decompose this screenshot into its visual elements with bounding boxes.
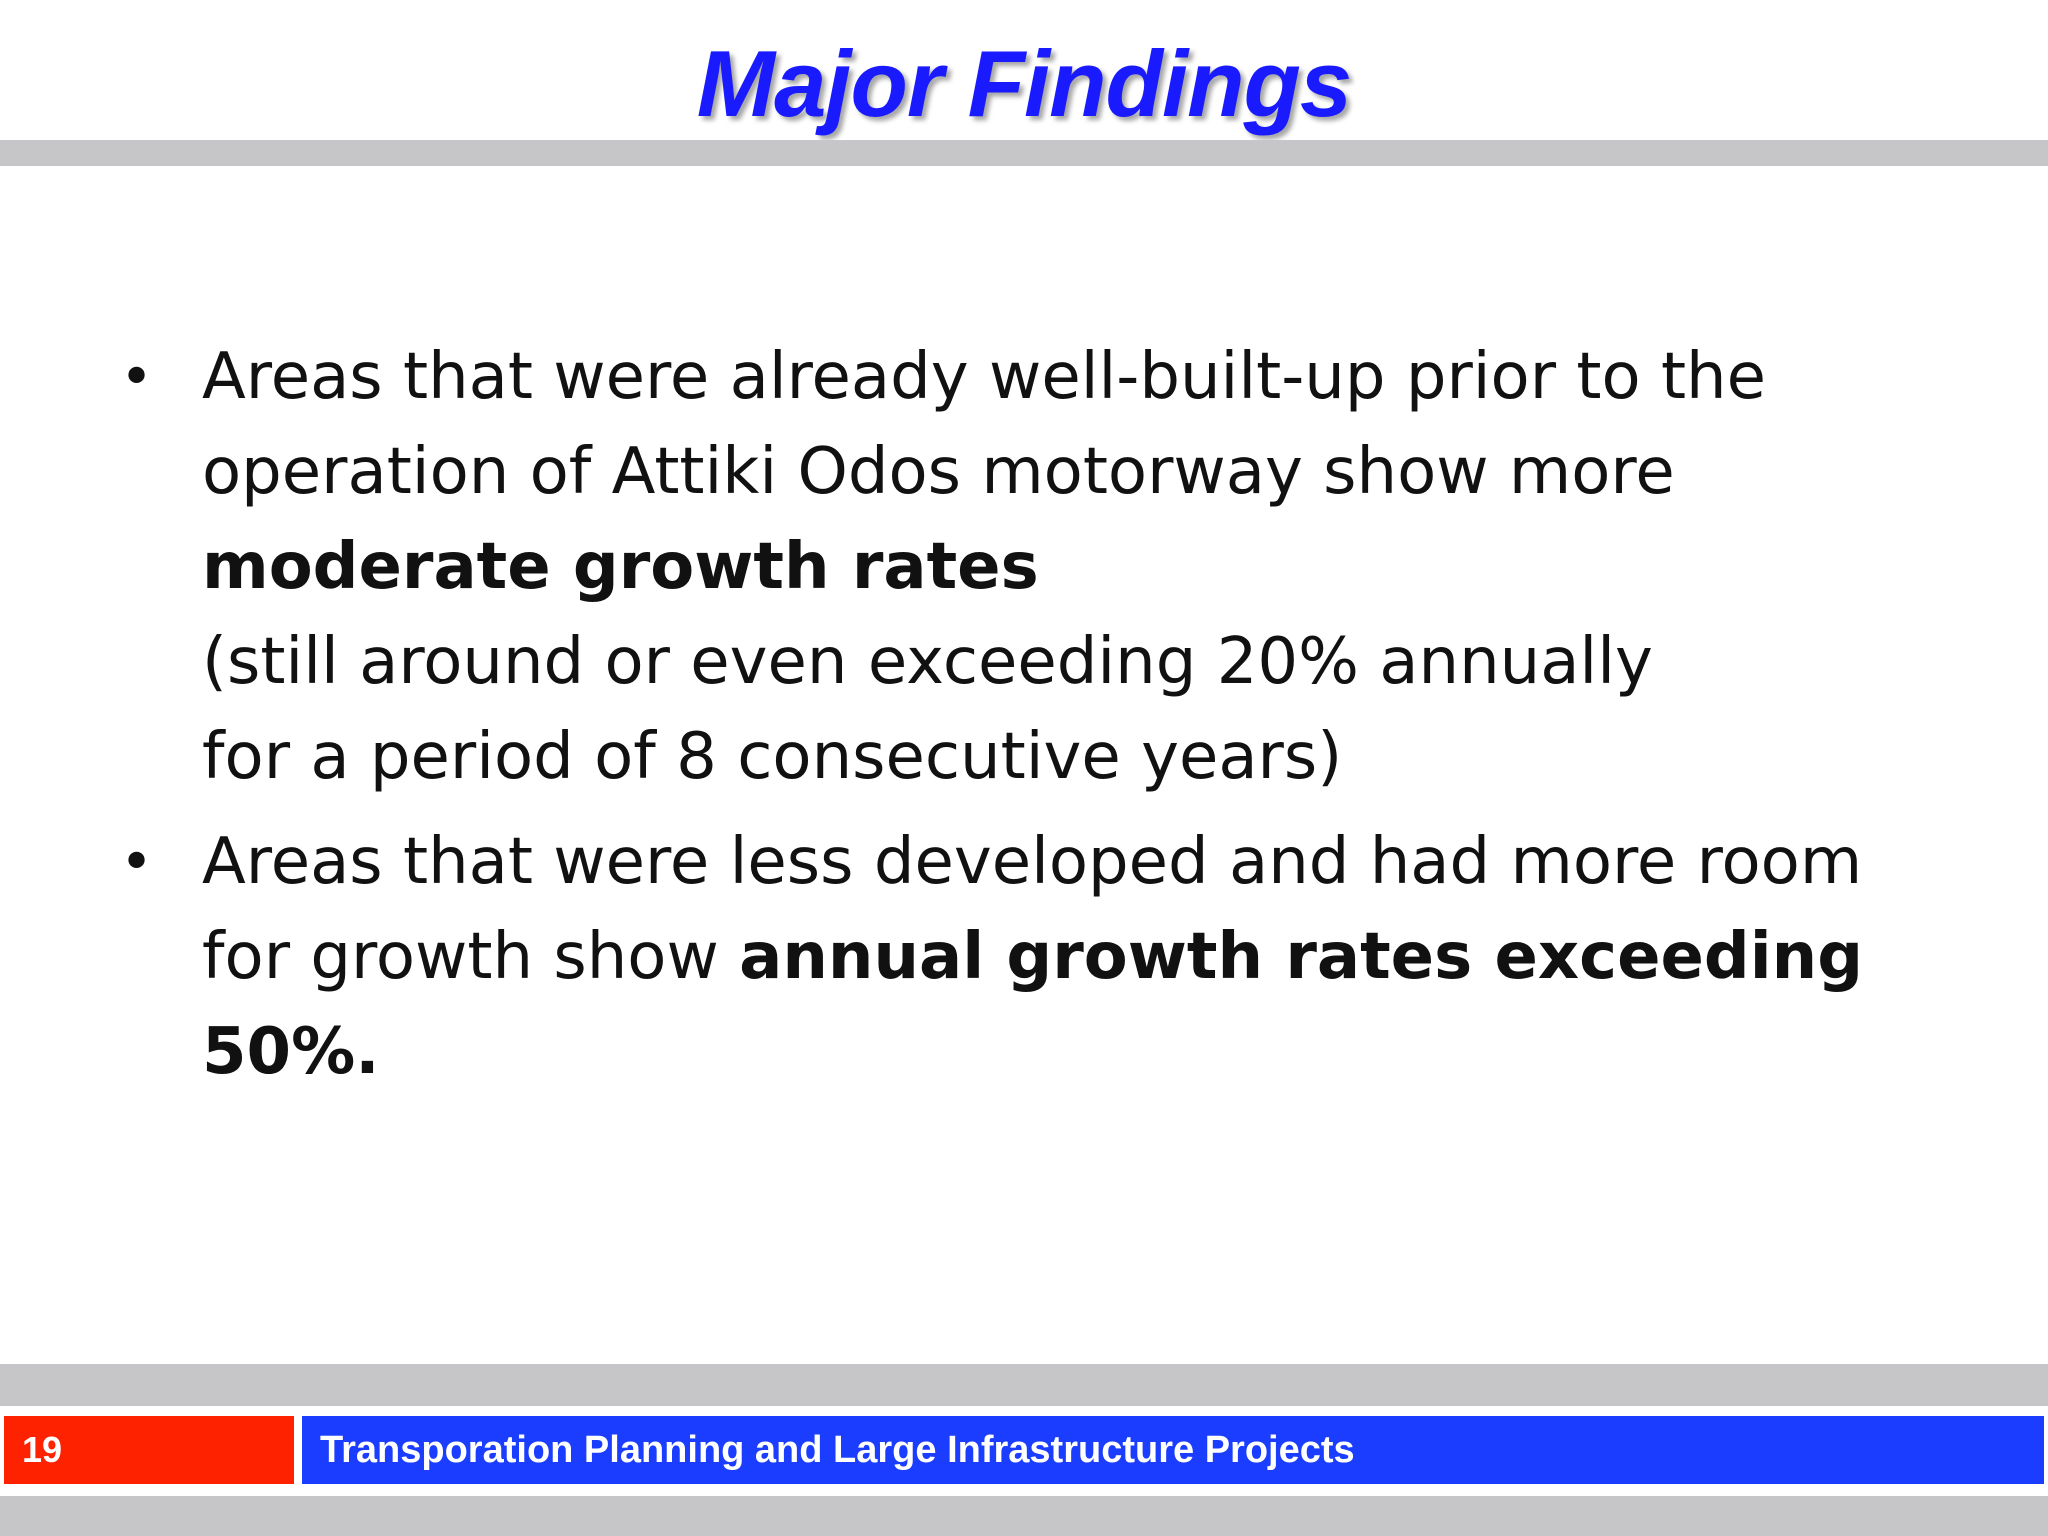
slide-title: Major Findings (696, 31, 1352, 136)
bullet-2-line-2: for growth show annual growth rates exce… (202, 910, 1960, 1005)
bullet-2-line-1: Areas that were less developed and had m… (202, 825, 1863, 899)
bullet-1-line-2: operation of Attiki Odos motorway show m… (202, 435, 1675, 509)
bullet-2-emphasis: annual growth rates exceeding (739, 920, 1863, 994)
bullet-item-2: • Areas that were less developed and had… (120, 815, 1960, 1100)
bullet-2-line-2-plain: for growth show (202, 920, 740, 994)
slide-body: • Areas that were already well-built-up … (120, 330, 1960, 1100)
footer-course-title: Transporation Planning and Large Infrast… (302, 1416, 2044, 1484)
bullet-1-line-1: Areas that were already well-built-up pr… (202, 340, 1766, 414)
page-number: 19 (4, 1416, 294, 1484)
bullet-icon: • (120, 345, 154, 410)
title-divider-bar (0, 140, 2048, 166)
bullet-item-1: • Areas that were already well-built-up … (120, 330, 1960, 805)
bullet-1-line-5: for a period of 8 consecutive years) (202, 720, 1343, 794)
bullet-1-line-4: (still around or even exceeding 20% annu… (202, 625, 1653, 699)
footer-band-top (0, 1364, 2048, 1406)
bullet-icon: • (120, 830, 154, 895)
bullet-1-emphasis: moderate growth rates (202, 530, 1039, 604)
footer-band-bottom (0, 1496, 2048, 1536)
bullet-2-emphasis-end: 50%. (202, 1015, 380, 1089)
